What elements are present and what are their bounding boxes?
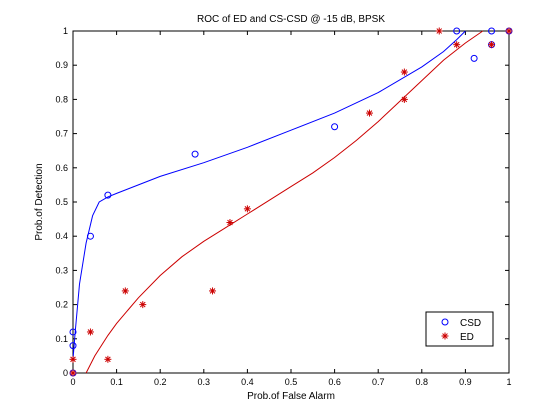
x-tick-label: 0.1 [110,377,123,387]
ed-point [226,219,233,226]
legend-ed-label: ED [460,332,474,343]
chart-title: ROC of ED and CS-CSD @ -15 dB, BPSK [197,14,385,25]
ed-point [506,28,513,35]
x-tick-label: 0.6 [328,377,341,387]
x-tick-label: 0.9 [459,377,472,387]
y-tick-label: 0.2 [55,300,68,310]
ed-point [244,205,251,212]
x-tick-label: 0 [70,377,75,387]
x-tick-label: 0.2 [154,377,167,387]
y-tick-label: 0 [63,368,68,378]
ed-point [488,41,495,48]
y-tick-label: 0.5 [55,197,68,207]
x-tick-label: 0.4 [241,377,254,387]
y-tick-label: 0.8 [55,94,68,104]
y-tick-label: 0.9 [55,60,68,70]
legend: CSD ED [426,312,493,346]
y-axis-label: Prob.of Detection [34,163,45,240]
x-tick-label: 0.5 [285,377,298,387]
x-axis-label: Prob.of False Alarm [247,391,335,402]
legend-ed-marker [442,333,449,340]
y-tick-label: 0.6 [55,163,68,173]
x-tick-label: 1 [506,377,511,387]
x-tick-label: 0.8 [416,377,429,387]
x-tick-label: 0.7 [372,377,385,387]
y-tick-label: 0.7 [55,129,68,139]
ed-point [70,370,77,377]
legend-csd-label: CSD [460,318,481,329]
x-tick-label: 0.3 [198,377,211,387]
y-tick-label: 1 [63,26,68,36]
y-tick-label: 0.4 [55,231,68,241]
y-tick-label: 0.1 [55,334,68,344]
legend-ed-asterisk [442,333,449,340]
y-tick-label: 0.3 [55,265,68,275]
